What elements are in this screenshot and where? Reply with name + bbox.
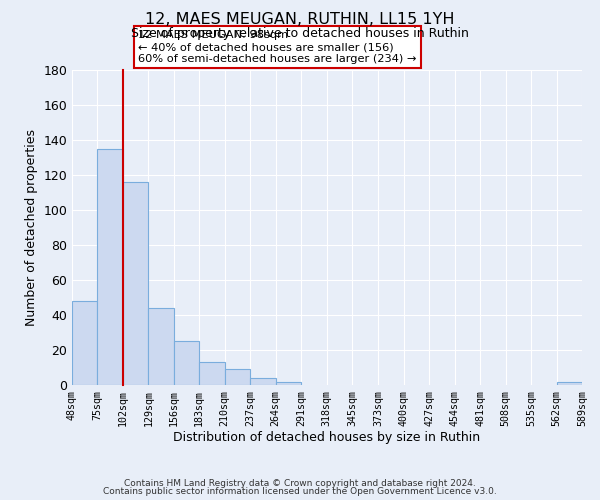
Text: Contains public sector information licensed under the Open Government Licence v3: Contains public sector information licen… [103, 487, 497, 496]
Bar [250, 378, 275, 385]
X-axis label: Distribution of detached houses by size in Ruthin: Distribution of detached houses by size … [173, 432, 481, 444]
Bar [275, 382, 301, 385]
Text: 12 MAES MEUGAN: 98sqm
← 40% of detached houses are smaller (156)
60% of semi-det: 12 MAES MEUGAN: 98sqm ← 40% of detached … [139, 30, 416, 64]
Bar [97, 149, 123, 385]
Bar [174, 341, 199, 385]
Bar [199, 362, 225, 385]
Bar [72, 301, 97, 385]
Bar [557, 382, 582, 385]
Text: 12, MAES MEUGAN, RUTHIN, LL15 1YH: 12, MAES MEUGAN, RUTHIN, LL15 1YH [145, 12, 455, 28]
Bar [123, 182, 148, 385]
Bar [225, 369, 250, 385]
Bar [148, 308, 174, 385]
Text: Size of property relative to detached houses in Ruthin: Size of property relative to detached ho… [131, 28, 469, 40]
Text: Contains HM Land Registry data © Crown copyright and database right 2024.: Contains HM Land Registry data © Crown c… [124, 478, 476, 488]
Y-axis label: Number of detached properties: Number of detached properties [25, 129, 38, 326]
